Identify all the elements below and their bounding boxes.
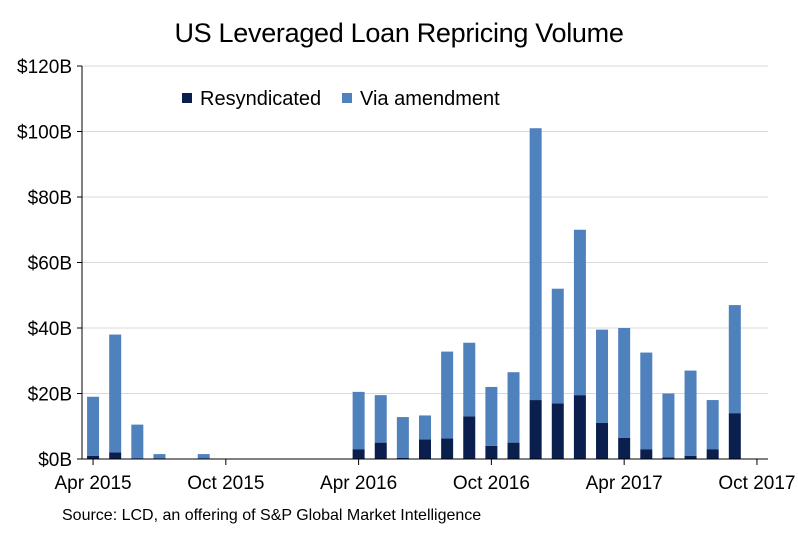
bar-via-amendment xyxy=(662,393,675,458)
y-tick-label: $100B xyxy=(17,123,72,144)
bar-via-amendment xyxy=(618,328,631,438)
gridlines xyxy=(82,65,768,394)
bar-resyndicated xyxy=(728,413,741,459)
bar-resyndicated xyxy=(374,442,387,459)
y-tick-label: $120B xyxy=(17,57,72,78)
bar-resyndicated xyxy=(573,395,586,459)
bar-resyndicated xyxy=(87,455,100,459)
bar-resyndicated xyxy=(485,445,498,459)
bar-via-amendment xyxy=(374,395,387,443)
bar-via-amendment xyxy=(352,391,365,450)
bar-via-amendment xyxy=(706,400,719,450)
bar-resyndicated xyxy=(529,400,542,459)
bars xyxy=(87,128,741,459)
bar-resyndicated xyxy=(419,439,431,459)
bar-via-amendment xyxy=(131,424,144,459)
bar-resyndicated xyxy=(441,438,454,459)
bar-via-amendment xyxy=(441,351,454,439)
bar-via-amendment xyxy=(463,342,476,417)
bar-via-amendment xyxy=(684,370,697,456)
chart-title: US Leveraged Loan Repricing Volume xyxy=(174,18,624,48)
legend-swatch-via-amendment xyxy=(342,93,352,103)
bar-via-amendment xyxy=(396,417,409,459)
bar-resyndicated xyxy=(463,416,476,459)
y-tick-label: $20B xyxy=(28,385,72,406)
bar-via-amendment xyxy=(485,386,498,446)
bar-via-amendment xyxy=(419,415,431,440)
bar-via-amendment xyxy=(573,229,586,396)
x-tick-label: Oct 2016 xyxy=(453,473,530,494)
x-tick-label: Apr 2017 xyxy=(586,473,663,494)
bar-resyndicated xyxy=(507,442,520,459)
y-tick-label: $80B xyxy=(28,188,72,209)
legend-swatch-resyndicated xyxy=(182,93,192,103)
bar-resyndicated xyxy=(618,437,631,459)
bar-via-amendment xyxy=(551,288,564,404)
bar-resyndicated xyxy=(640,449,653,459)
y-tick-label: $40B xyxy=(28,319,72,340)
bar-resyndicated xyxy=(706,449,719,459)
bar-via-amendment xyxy=(197,454,210,459)
source-note: Source: LCD, an offering of S&P Global M… xyxy=(62,507,482,524)
bar-via-amendment xyxy=(87,396,100,456)
x-tick-label: Oct 2017 xyxy=(718,473,795,494)
bar-resyndicated xyxy=(662,457,675,459)
bar-via-amendment xyxy=(529,128,542,401)
bar-resyndicated xyxy=(596,422,609,459)
axes: $0B $20B $40B $60B $80B $100B $120B Apr 2015 Oct… xyxy=(17,57,795,494)
bar-via-amendment xyxy=(109,334,122,453)
bar-resyndicated xyxy=(551,403,564,459)
bar-resyndicated xyxy=(352,449,365,459)
bar-via-amendment xyxy=(728,305,741,414)
y-tick-label: $60B xyxy=(28,254,72,275)
bar-via-amendment xyxy=(153,454,166,459)
bar-resyndicated xyxy=(109,452,122,459)
x-tick-label: Apr 2016 xyxy=(320,473,397,494)
x-tick-label: Oct 2015 xyxy=(187,473,264,494)
x-tick-label: Apr 2015 xyxy=(55,473,132,494)
bar-via-amendment xyxy=(596,329,609,423)
legend-label-via-amendment: Via amendment xyxy=(360,88,500,110)
legend: Resyndicated Via amendment xyxy=(182,88,500,110)
bar-resyndicated xyxy=(684,455,697,459)
y-tick-label: $0B xyxy=(38,450,72,471)
bar-via-amendment xyxy=(640,352,653,450)
bar-via-amendment xyxy=(507,372,520,443)
legend-label-resyndicated: Resyndicated xyxy=(200,88,321,110)
